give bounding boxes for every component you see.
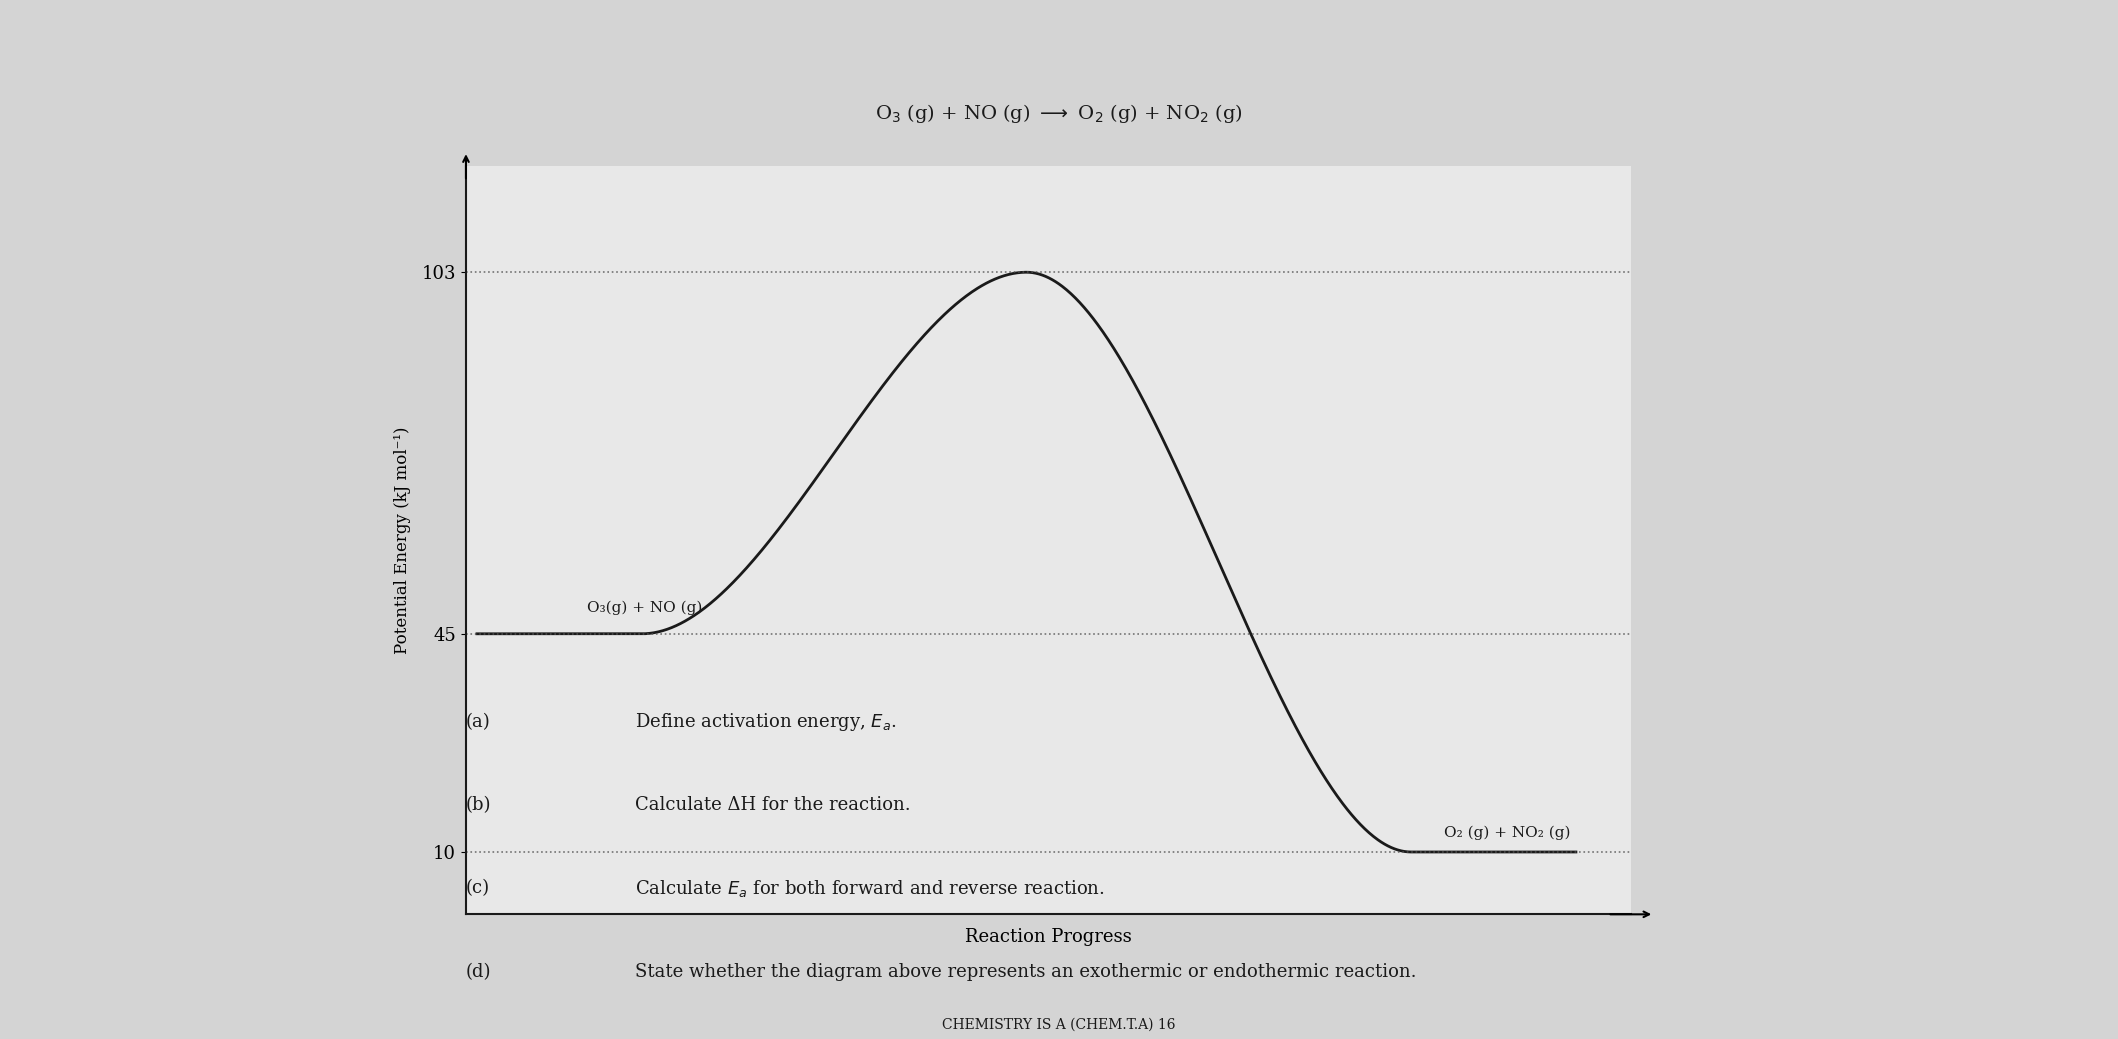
Text: State whether the diagram above represents an exothermic or endothermic reaction: State whether the diagram above represen… <box>635 963 1417 981</box>
X-axis label: Reaction Progress: Reaction Progress <box>966 928 1131 947</box>
Text: (a): (a) <box>466 714 491 731</box>
Text: (c): (c) <box>466 880 489 898</box>
Text: Calculate ΔH for the reaction.: Calculate ΔH for the reaction. <box>635 797 911 815</box>
Text: O$_3$ (g) + NO (g) $\longrightarrow$ O$_2$ (g) + NO$_2$ (g): O$_3$ (g) + NO (g) $\longrightarrow$ O$_… <box>875 102 1243 125</box>
Y-axis label: Potential Energy (kJ mol⁻¹): Potential Energy (kJ mol⁻¹) <box>394 427 411 654</box>
Text: O₃(g) + NO (g): O₃(g) + NO (g) <box>587 601 703 615</box>
Text: O₂ (g) + NO₂ (g): O₂ (g) + NO₂ (g) <box>1444 825 1572 840</box>
Text: (b): (b) <box>466 797 491 815</box>
Text: CHEMISTRY IS A (CHEM.T.A) 16: CHEMISTRY IS A (CHEM.T.A) 16 <box>943 1017 1175 1032</box>
Text: (d): (d) <box>466 963 491 981</box>
Text: Define activation energy, $E_a$.: Define activation energy, $E_a$. <box>635 712 898 734</box>
Text: Calculate $E_a$ for both forward and reverse reaction.: Calculate $E_a$ for both forward and rev… <box>635 878 1106 899</box>
